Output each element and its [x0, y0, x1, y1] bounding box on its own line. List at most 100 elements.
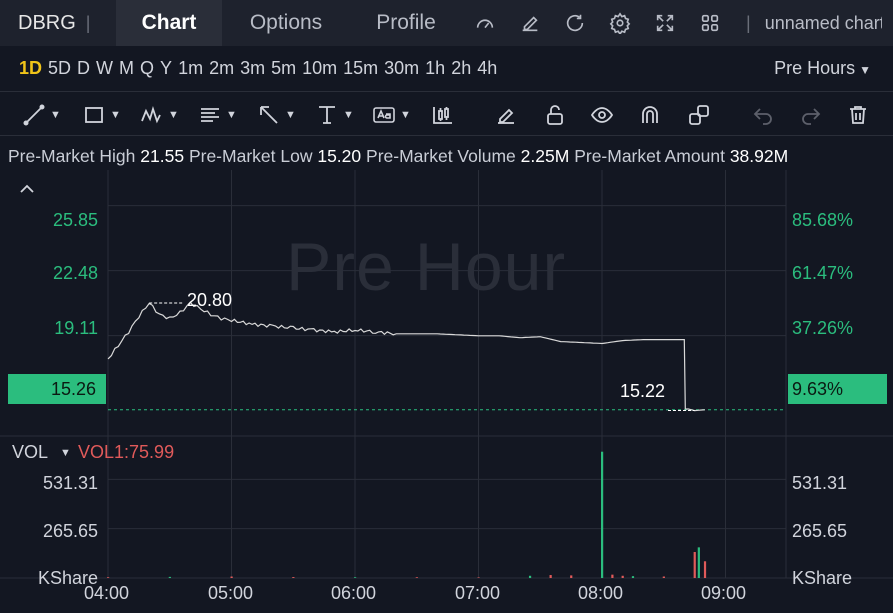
- arrow-icon: [260, 106, 278, 124]
- premarket-high-value: 21.55: [140, 146, 185, 166]
- lock-tool[interactable]: [543, 102, 567, 128]
- tool-dropdown-icon: ▼: [343, 109, 354, 121]
- clone-tool[interactable]: [687, 102, 711, 128]
- premarket-stats: Pre-Market High 21.55 Pre-Market Low 15.…: [8, 146, 788, 167]
- volume-title[interactable]: VOL: [12, 442, 49, 462]
- premarket-volume-value: 2.25M: [520, 146, 570, 166]
- grid-layout-icon[interactable]: [687, 0, 732, 46]
- timeframe-q[interactable]: Q: [140, 57, 155, 78]
- premarket-amount-label: Pre-Market Amount: [574, 146, 725, 166]
- tool-dropdown-icon: ▼: [50, 109, 61, 121]
- timeframe-1m[interactable]: 1m: [178, 57, 204, 78]
- timeframe-m[interactable]: M: [119, 57, 135, 78]
- top-bar: DBRG | Chart Options Profile | unnamed cha…: [0, 0, 893, 46]
- vol-tick-right: KShare: [792, 568, 853, 588]
- brush-tool[interactable]: [494, 102, 518, 128]
- high-annotation: 20.80: [187, 290, 233, 310]
- x-tick: 07:00: [455, 583, 501, 603]
- candle-icon: [433, 107, 452, 124]
- session-select[interactable]: Pre Hours ▼: [774, 58, 871, 79]
- pattern-tool[interactable]: ▼: [140, 102, 179, 128]
- volume-bar: [107, 577, 110, 578]
- tool-dropdown-icon: ▼: [110, 109, 121, 121]
- timeframe-1d[interactable]: 1D: [19, 57, 43, 78]
- premarket-low-value: 15.20: [317, 146, 362, 166]
- text-tool[interactable]: ▼: [372, 102, 411, 128]
- volume-bar: [662, 576, 665, 578]
- tool-dropdown-icon: ▼: [226, 109, 237, 121]
- session-select-label: Pre Hours: [774, 58, 856, 78]
- drawing-toolbar: ▼ ▼ ▼ ▼ ▼ ▼ ▼: [0, 91, 893, 136]
- vol-tick-right: 265.65: [792, 521, 848, 541]
- timeframe-bar: 1D 5D D W M Q Y 1m 2m 3m 5m 10m 15m 30m 1h 2h 4h Pre Hou…: [0, 46, 893, 90]
- rectangle-tool[interactable]: ▼: [82, 102, 121, 128]
- pencil-edit-icon[interactable]: [507, 0, 552, 46]
- chevron-down-icon[interactable]: ▼: [60, 447, 71, 459]
- ticker-label: DBRG: [18, 11, 76, 34]
- arrow-tool[interactable]: ▼: [257, 102, 296, 128]
- refresh-icon[interactable]: [552, 0, 597, 46]
- price-volume-chart[interactable]: [0, 170, 893, 613]
- vol-tick-left: 265.65: [42, 521, 98, 541]
- timeframe-5d[interactable]: 5D: [48, 57, 72, 78]
- delete-button[interactable]: [846, 102, 870, 128]
- timeframe-w[interactable]: W: [96, 57, 114, 78]
- timeframe-10m[interactable]: 10m: [302, 57, 338, 78]
- gear-icon[interactable]: [597, 0, 642, 46]
- fullscreen-icon[interactable]: [642, 0, 687, 46]
- vol-tick-left: KShare: [37, 568, 98, 588]
- current-price-badge: 15.26: [8, 374, 106, 404]
- timeframe-30m[interactable]: 30m: [384, 57, 420, 78]
- measure-tool[interactable]: ▼: [315, 102, 354, 128]
- gauge-icon[interactable]: [462, 0, 507, 46]
- timeframe-4h[interactable]: 4h: [477, 57, 498, 78]
- measure-icon: [319, 106, 335, 124]
- layout-name[interactable]: | unnamed chart: [732, 13, 882, 34]
- timeframe-1h[interactable]: 1h: [425, 57, 446, 78]
- undo-button[interactable]: [751, 102, 775, 128]
- timeframe-3m[interactable]: 3m: [240, 57, 266, 78]
- magnet-icon: [642, 106, 658, 123]
- timeframe-2h[interactable]: 2h: [451, 57, 472, 78]
- premarket-amount-value: 38.92M: [729, 146, 789, 166]
- current-pct-badge: 9.63%: [788, 374, 887, 404]
- timeframe-2m[interactable]: 2m: [209, 57, 235, 78]
- redo-button[interactable]: [799, 102, 823, 128]
- collapse-chevron-icon[interactable]: [18, 182, 36, 196]
- tab-profile[interactable]: Profile: [376, 11, 436, 34]
- timeframe-y[interactable]: Y: [160, 57, 173, 78]
- candle-tool[interactable]: [431, 102, 455, 128]
- timeframe-15m[interactable]: 15m: [343, 57, 379, 78]
- trash-icon: [850, 106, 866, 124]
- layout-name-label: unnamed chart: [764, 12, 882, 33]
- tab-chart[interactable]: Chart: [116, 0, 222, 46]
- rectangle-icon: [85, 107, 103, 123]
- tool-dropdown-icon: ▼: [285, 109, 296, 121]
- redo-icon: [802, 108, 821, 125]
- trendline-icon: [23, 104, 45, 126]
- y-tick-left: 22.48: [52, 263, 98, 283]
- volume-bar: [611, 574, 614, 578]
- ticker-symbol[interactable]: DBRG |: [0, 0, 116, 46]
- volume-bar: [415, 577, 418, 578]
- y-tick-right: 61.47%: [792, 263, 854, 283]
- volume-bar: [631, 576, 635, 578]
- volume-bar: [703, 561, 707, 578]
- volume-bar: [230, 576, 233, 578]
- x-tick: 09:00: [701, 583, 747, 603]
- timeframe-d[interactable]: D: [77, 57, 91, 78]
- volume-bar: [477, 577, 480, 578]
- volume-bar: [697, 547, 700, 578]
- low-annotation: 15.22: [620, 381, 666, 401]
- timeframe-5m[interactable]: 5m: [271, 57, 297, 78]
- fibonacci-tool[interactable]: ▼: [198, 102, 237, 128]
- price-line: [107, 301, 705, 412]
- x-tick: 04:00: [84, 583, 130, 603]
- magnet-tool[interactable]: [638, 102, 662, 128]
- trendline-tool[interactable]: ▼: [22, 102, 61, 128]
- tool-dropdown-icon: ▼: [168, 109, 179, 121]
- volume-bar: [601, 451, 604, 578]
- tab-options[interactable]: Options: [249, 11, 323, 34]
- visibility-tool[interactable]: [590, 102, 614, 128]
- text-icon: [373, 107, 395, 123]
